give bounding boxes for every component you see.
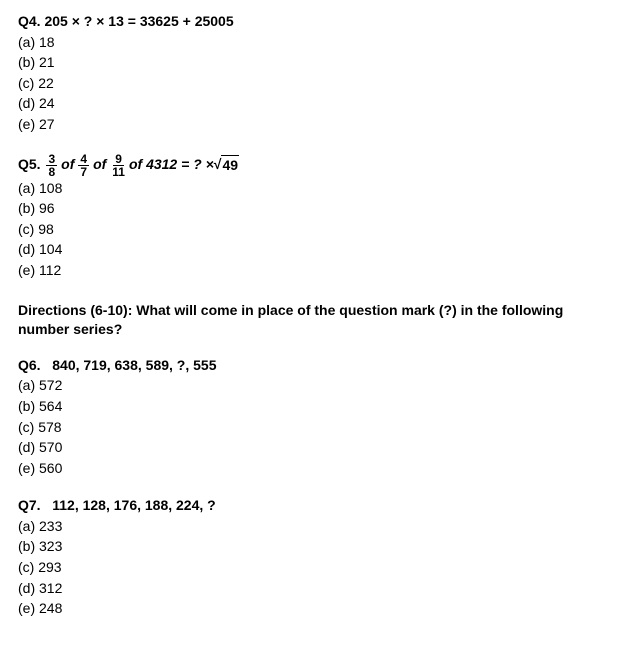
frac-den: 11 (110, 166, 127, 178)
question-5: Q5. 3 8 of 4 7 of 9 11 of 4312 = ? × √49… (18, 153, 616, 281)
directions-6-10: Directions (6-10): What will come in pla… (18, 301, 616, 340)
q4-label: Q4. (18, 13, 41, 29)
sqrt-radicand: 49 (221, 155, 239, 176)
sqrt-symbol: √ (214, 155, 222, 175)
q4-option-e: (e) 27 (18, 115, 616, 135)
q6-option-c: (c) 578 (18, 418, 616, 438)
q7-option-d: (d) 312 (18, 579, 616, 599)
of-text: of (61, 155, 74, 175)
q7-option-c: (c) 293 (18, 558, 616, 578)
question-7: Q7. 112, 128, 176, 188, 224, ? (a) 233 (… (18, 496, 616, 619)
q5-rest: of 4312 = ? × (129, 155, 214, 175)
q4-text: 205 × ? × 13 = 33625 + 25005 (41, 13, 234, 29)
sqrt: √49 (214, 155, 239, 176)
q7-option-e: (e) 248 (18, 599, 616, 619)
frac-num: 3 (46, 153, 57, 166)
q7-option-b: (b) 323 (18, 537, 616, 557)
q4-option-c: (c) 22 (18, 74, 616, 94)
frac-num: 4 (78, 153, 89, 166)
q7-stem: Q7. 112, 128, 176, 188, 224, ? (18, 496, 616, 516)
q7-label: Q7. (18, 497, 41, 513)
q4-option-d: (d) 24 (18, 94, 616, 114)
question-6: Q6. 840, 719, 638, 589, ?, 555 (a) 572 (… (18, 356, 616, 479)
q6-text: 840, 719, 638, 589, ?, 555 (41, 357, 217, 373)
frac-num: 9 (113, 153, 124, 166)
q7-option-a: (a) 233 (18, 517, 616, 537)
q5-option-b: (b) 96 (18, 199, 616, 219)
q6-option-a: (a) 572 (18, 376, 616, 396)
q5-equation: 3 8 of 4 7 of 9 11 of 4312 = ? × √49 (44, 153, 239, 178)
q5-label: Q5. (18, 156, 41, 172)
q5-frac-2: 4 7 (78, 153, 89, 178)
q5-frac-1: 3 8 (46, 153, 57, 178)
q4-stem: Q4. 205 × ? × 13 = 33625 + 25005 (18, 12, 616, 32)
q5-option-a: (a) 108 (18, 179, 616, 199)
q5-frac-3: 9 11 (110, 153, 127, 178)
q7-text: 112, 128, 176, 188, 224, ? (41, 497, 216, 513)
q4-option-b: (b) 21 (18, 53, 616, 73)
q6-options: (a) 572 (b) 564 (c) 578 (d) 570 (e) 560 (18, 376, 616, 478)
q7-options: (a) 233 (b) 323 (c) 293 (d) 312 (e) 248 (18, 517, 616, 619)
question-4: Q4. 205 × ? × 13 = 33625 + 25005 (a) 18 … (18, 12, 616, 135)
q4-option-a: (a) 18 (18, 33, 616, 53)
q6-option-b: (b) 564 (18, 397, 616, 417)
q6-label: Q6. (18, 357, 41, 373)
q6-option-e: (e) 560 (18, 459, 616, 479)
of-text: of (93, 155, 106, 175)
q5-option-c: (c) 98 (18, 220, 616, 240)
q5-stem: Q5. 3 8 of 4 7 of 9 11 of 4312 = ? × √49 (18, 153, 616, 178)
q6-stem: Q6. 840, 719, 638, 589, ?, 555 (18, 356, 616, 376)
q5-options: (a) 108 (b) 96 (c) 98 (d) 104 (e) 112 (18, 179, 616, 281)
q5-option-d: (d) 104 (18, 240, 616, 260)
q4-options: (a) 18 (b) 21 (c) 22 (d) 24 (e) 27 (18, 33, 616, 135)
frac-den: 7 (78, 166, 89, 178)
q6-option-d: (d) 570 (18, 438, 616, 458)
frac-den: 8 (46, 166, 57, 178)
q5-option-e: (e) 112 (18, 261, 616, 281)
